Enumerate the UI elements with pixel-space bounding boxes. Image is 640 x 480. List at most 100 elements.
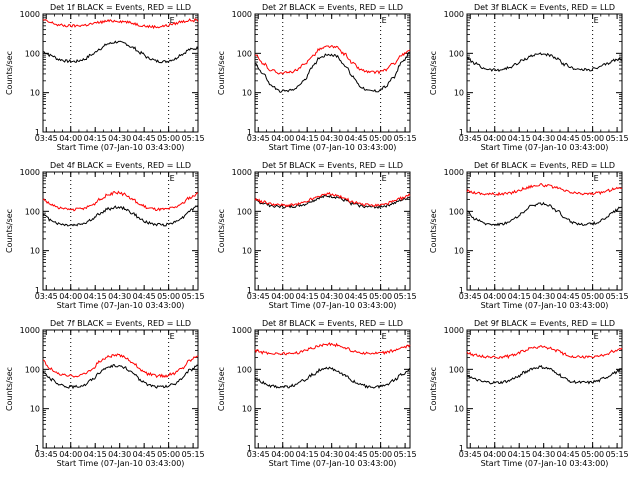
x-tick-label: 04:15 [84, 134, 107, 143]
chart-panel: Det 2f BLACK = Events, RED = LLD Counts/s… [217, 3, 417, 152]
x-tick-label: 05:15 [394, 134, 417, 143]
time-marker-label: E [382, 16, 387, 25]
chart-panel: Det 9f BLACK = Events, RED = LLD Counts/s… [429, 319, 629, 468]
x-tick-label: 05:15 [394, 292, 417, 301]
x-tick-label: 04:45 [557, 292, 580, 301]
y-tick-label: 100 [449, 365, 464, 374]
x-tick-label: 04:15 [296, 134, 319, 143]
chart-panel: Det 8f BLACK = Events, RED = LLD Counts/s… [217, 319, 417, 468]
series-line-events [466, 365, 623, 385]
time-marker-label: E [594, 174, 599, 183]
y-tick-label: 10 [454, 247, 464, 256]
x-tick-label: 05:00 [581, 134, 604, 143]
y-axis-label: Counts/sec [429, 367, 438, 411]
x-tick-label: 05:00 [157, 292, 180, 301]
x-tick-label: 04:30 [320, 134, 343, 143]
x-tick-label: 04:30 [108, 134, 131, 143]
series-line-lld [254, 45, 411, 75]
x-tick-label: 03:45 [247, 292, 270, 301]
x-tick-label: 03:45 [459, 450, 482, 459]
y-tick-label: 1000 [444, 10, 464, 19]
plot-frame [254, 13, 411, 133]
x-tick-label: 04:00 [483, 450, 506, 459]
y-axis-label: Counts/sec [429, 51, 438, 95]
x-tick-label: 04:30 [532, 292, 555, 301]
y-axis-label: Counts/sec [5, 209, 14, 253]
y-tick-label: 10 [242, 89, 252, 98]
plot-frame [254, 171, 411, 291]
y-tick-label: 100 [237, 49, 252, 58]
x-tick-label: 04:00 [271, 450, 294, 459]
series-line-events [254, 51, 411, 93]
x-tick-label: 04:45 [345, 292, 368, 301]
y-tick-label: 1 [247, 128, 252, 137]
x-tick-label: 05:00 [157, 450, 180, 459]
x-tick-label: 04:30 [532, 450, 555, 459]
y-axis-label: Counts/sec [429, 209, 438, 253]
chart-title: Det 1f BLACK = Events, RED = LLD [50, 3, 191, 12]
y-tick-label: 1 [35, 444, 40, 453]
x-tick-label: 04:15 [508, 292, 531, 301]
series-line-events [42, 204, 199, 227]
x-tick-label: 04:45 [557, 134, 580, 143]
x-tick-label: 04:00 [59, 292, 82, 301]
y-tick-label: 1000 [232, 10, 252, 19]
y-tick-label: 100 [25, 207, 40, 216]
series-line-lld [254, 191, 411, 208]
x-tick-label: 04:15 [508, 134, 531, 143]
x-tick-label: 05:00 [369, 450, 392, 459]
time-marker-label: E [170, 174, 175, 183]
chart-title: Det 5f BLACK = Events, RED = LLD [262, 161, 403, 170]
x-tick-label: 04:45 [345, 134, 368, 143]
time-marker-label: E [594, 332, 599, 341]
series-line-events [42, 364, 199, 390]
time-marker-label: E [170, 332, 175, 341]
x-tick-label: 04:00 [59, 134, 82, 143]
y-tick-label: 100 [25, 49, 40, 58]
y-tick-label: 1 [35, 286, 40, 295]
chart-title: Det 8f BLACK = Events, RED = LLD [262, 319, 403, 328]
y-tick-label: 10 [242, 405, 252, 414]
x-tick-label: 04:15 [508, 450, 531, 459]
y-tick-label: 10 [454, 89, 464, 98]
chart-title: Det 6f BLACK = Events, RED = LLD [474, 161, 615, 170]
x-tick-label: 04:45 [557, 450, 580, 459]
x-tick-label: 05:15 [182, 450, 205, 459]
y-tick-label: 10 [242, 247, 252, 256]
chart-title: Det 3f BLACK = Events, RED = LLD [474, 3, 615, 12]
y-tick-label: 100 [237, 207, 252, 216]
x-tick-label: 05:00 [581, 292, 604, 301]
x-tick-label: 03:45 [247, 450, 270, 459]
time-marker-label: E [594, 16, 599, 25]
time-marker-label: E [382, 174, 387, 183]
x-tick-label: 04:45 [133, 450, 156, 459]
chart-title: Det 4f BLACK = Events, RED = LLD [50, 161, 191, 170]
x-tick-label: 04:00 [271, 292, 294, 301]
chart-panel: Det 6f BLACK = Events, RED = LLD Counts/s… [429, 161, 629, 310]
x-tick-label: 03:45 [459, 134, 482, 143]
x-axis-label: Start Time (07-Jan-10 03:43:00) [57, 301, 185, 310]
x-tick-label: 04:30 [108, 292, 131, 301]
x-tick-label: 03:45 [459, 292, 482, 301]
plot-frame [466, 13, 623, 133]
series-line-lld [42, 18, 199, 30]
y-axis-label: Counts/sec [5, 51, 14, 95]
chart-panel: Det 3f BLACK = Events, RED = LLD Counts/s… [429, 3, 629, 152]
plot-frame [466, 171, 623, 291]
chart-panel: Det 4f BLACK = Events, RED = LLD Counts/s… [5, 161, 205, 310]
chart-title: Det 7f BLACK = Events, RED = LLD [50, 319, 191, 328]
y-tick-label: 1000 [232, 168, 252, 177]
x-tick-label: 03:45 [247, 134, 270, 143]
x-axis-label: Start Time (07-Jan-10 03:43:00) [269, 301, 397, 310]
x-axis-label: Start Time (07-Jan-10 03:43:00) [481, 143, 609, 152]
x-tick-label: 05:00 [369, 134, 392, 143]
y-tick-label: 1000 [20, 10, 40, 19]
series-line-lld [466, 183, 623, 197]
x-tick-label: 03:45 [35, 292, 58, 301]
y-tick-label: 10 [30, 247, 40, 256]
x-tick-label: 05:00 [369, 292, 392, 301]
x-tick-label: 04:15 [296, 450, 319, 459]
x-tick-label: 03:45 [35, 134, 58, 143]
chart-panel: Det 1f BLACK = Events, RED = LLD Counts/s… [5, 3, 205, 152]
x-axis-label: Start Time (07-Jan-10 03:43:00) [57, 143, 185, 152]
